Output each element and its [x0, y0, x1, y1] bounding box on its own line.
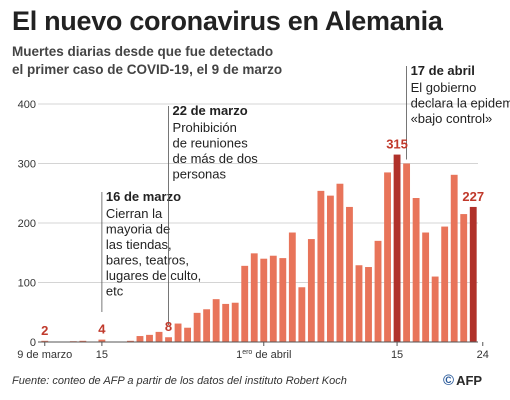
page-title: El nuevo coronavirus en Alemania [12, 6, 443, 36]
bar [317, 190, 325, 342]
bar [79, 340, 87, 342]
bar [298, 287, 306, 342]
afp-logo: © AFP [443, 372, 482, 389]
bar [269, 255, 277, 342]
bar [146, 334, 153, 342]
annotation-line: personas [173, 167, 227, 182]
bar [384, 172, 391, 342]
data-label: 315 [386, 137, 408, 152]
bar [403, 163, 411, 342]
data-label: 4 [98, 322, 106, 337]
annotation-line: Cierran la [106, 206, 163, 221]
bar [203, 309, 211, 342]
bar [222, 303, 230, 342]
annotation-line: El gobierno [411, 80, 477, 95]
bar [450, 174, 458, 342]
y-tick-label: 400 [18, 99, 36, 111]
annotation-line: declara la epidemia [411, 96, 510, 111]
annotation-heading: 22 de marzo [173, 103, 248, 118]
bar [422, 232, 430, 342]
annotation-line: bares, teatros, [106, 253, 189, 268]
data-label: 2 [41, 323, 48, 338]
bar [288, 232, 296, 342]
annotation-line: de más de dos [173, 151, 259, 166]
x-tick-label: 9 de marzo [17, 349, 72, 361]
annotation-heading: 16 de marzo [106, 189, 181, 204]
x-tick-label: 15 [391, 349, 403, 361]
bar [412, 198, 420, 342]
x-tick-label: 24 [477, 349, 489, 361]
bar [326, 195, 334, 342]
bar [231, 302, 239, 342]
bar [260, 258, 268, 342]
bar [241, 265, 249, 342]
bar [136, 336, 144, 342]
bar [250, 253, 258, 342]
subtitle-line-2: el primer caso de COVID-19, el 9 de marz… [12, 62, 283, 77]
bar [469, 206, 477, 342]
x-tick-label: 15 [96, 349, 108, 361]
annotation-line: de reuniones [173, 136, 249, 151]
bar [355, 265, 363, 342]
annotation-line: las tiendas, [106, 237, 172, 252]
bar [127, 340, 134, 342]
bar [393, 154, 401, 342]
y-tick-label: 300 [18, 159, 36, 171]
data-label: 227 [462, 189, 484, 204]
bar [307, 239, 315, 342]
copyright-icon: © [443, 372, 455, 389]
bar [441, 226, 449, 342]
bar [336, 183, 344, 342]
subtitle-line-1: Muertes diarias desde que fue detectado [12, 44, 274, 59]
bar [41, 340, 49, 342]
bar [431, 276, 439, 342]
annotation-line: Prohibición [173, 120, 237, 135]
bar [165, 337, 172, 342]
bar [460, 214, 468, 342]
bar [365, 267, 372, 342]
annotation-line: «bajo control» [411, 111, 493, 126]
afp-logo-text: AFP [456, 373, 483, 388]
bar [346, 206, 353, 342]
source-note: Fuente: conteo de AFP a partir de los da… [12, 375, 347, 387]
bar [184, 327, 192, 342]
data-label: 8 [165, 319, 172, 334]
y-tick-label: 200 [18, 218, 36, 230]
bar [174, 323, 182, 342]
bar [212, 299, 220, 342]
bar [374, 240, 382, 342]
bar [155, 331, 163, 342]
y-tick-label: 100 [18, 278, 36, 290]
y-tick-label: 0 [30, 337, 36, 349]
bar [279, 258, 287, 342]
annotation-line: etc [106, 284, 124, 299]
bar [98, 339, 106, 342]
annotation-line: lugares de culto, [106, 268, 201, 283]
annotation-heading: 17 de abril [411, 63, 475, 78]
bar [193, 312, 201, 342]
x-tick-label: 1ero de abril [236, 349, 291, 361]
annotation-line: mayoria de [106, 222, 170, 237]
chart-subtitle: Muertes diarias desde que fue detectado … [12, 43, 342, 79]
